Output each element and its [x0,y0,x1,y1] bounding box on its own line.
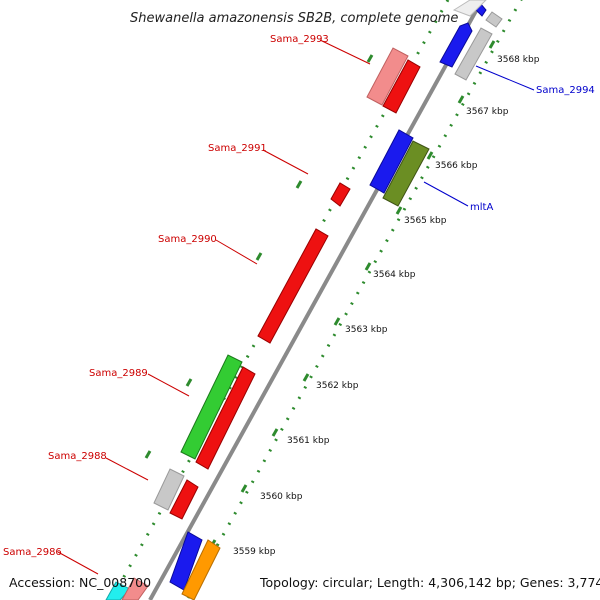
ruler-tick-3565 [395,206,403,215]
ruler-tick-3566 [426,151,434,160]
gene-label-sama-2986[interactable]: Sama_2986 [3,547,62,558]
connector-sama-2993 [319,39,371,65]
ruler-label-3564: 3564 kbp [373,270,416,280]
ruler-label-3565: 3565 kbp [404,216,447,226]
gene-feature-red-sama2990[interactable] [257,228,329,344]
gene-label-sama-2993[interactable]: Sama_2993 [270,34,329,45]
gene-feature-white[interactable] [452,0,487,17]
gene-feature-pink-sama2993[interactable] [366,47,409,106]
ruler-tick-3564 [364,262,372,271]
gene-feature-gray-top[interactable] [485,11,503,28]
ruler-ticks [144,40,496,548]
ruler-label-3566: 3566 kbp [435,161,478,171]
ruler-label-3561: 3561 kbp [287,436,330,446]
topology-summary-text: Topology: circular; Length: 4,306,142 bp… [259,575,600,590]
ruler-tick-3568 [488,40,496,49]
ruler-label-3567: 3567 kbp [466,107,509,117]
ruler-label-3562: 3562 kbp [316,381,359,391]
gene-feature-blue-sama2994[interactable] [439,22,473,68]
gene-label-sama-2989[interactable]: Sama_2989 [89,368,148,379]
connector-sama-2990 [215,239,258,265]
left-track-tick [295,180,303,189]
gene-feature-olive-mlta[interactable] [382,140,430,207]
gene-features [105,0,503,600]
gene-feature-red-sama2991[interactable] [330,182,351,207]
gene-label-sama-2991[interactable]: Sama_2991 [208,143,267,154]
gene-feature-red-sama2988[interactable] [169,479,199,520]
gene-labels: Sama_2993 Sama_2991 Sama_2990 Sama_2989 … [3,34,595,558]
connector-sama-2994 [475,65,535,91]
ruler-tick-3567 [457,95,465,104]
accession-text: Accession: NC_008700 [9,575,151,590]
gene-feature-orange-bottom[interactable] [181,539,221,600]
ruler-tick-3560 [240,484,248,493]
gene-feature-gray-sama2988[interactable] [153,468,185,511]
ruler-tick-3563 [333,317,341,326]
gene-feature-red-sama2993[interactable] [382,59,421,114]
ruler-label-3560: 3560 kbp [260,492,303,502]
connector-mlta [423,181,469,207]
gene-feature-pink-sama2986[interactable] [121,577,149,600]
left-track-tick [366,54,374,63]
ruler-label-3568: 3568 kbp [497,55,540,65]
ruler-label-3563: 3563 kbp [345,325,388,335]
gene-feature-blue-bottom[interactable] [169,531,203,591]
map-title: Shewanella amazonensis SB2B, complete ge… [130,11,458,26]
ruler-label-3559: 3559 kbp [233,547,276,557]
gene-feature-gray-sama2994[interactable] [454,27,493,81]
left-track-tick [255,252,263,261]
ruler-tick-3561 [271,428,279,437]
label-connectors [57,39,535,575]
connector-sama-2989 [147,373,190,397]
connector-sama-2991 [262,149,309,175]
gene-label-sama-2994[interactable]: Sama_2994 [536,85,595,96]
connector-sama-2988 [105,457,149,481]
dotted-track-inner-right [186,0,523,599]
gene-label-mlta[interactable]: mltA [470,202,493,213]
gene-label-sama-2988[interactable]: Sama_2988 [48,451,107,462]
gene-feature-red-sama2989[interactable] [195,366,256,470]
connector-sama-2986 [57,551,99,575]
ruler-tick-3562 [302,373,310,382]
gene-label-sama-2990[interactable]: Sama_2990 [158,234,217,245]
gene-feature-green-sama2989[interactable] [180,354,243,460]
left-track-tick [185,378,193,387]
left-track-tick [144,450,152,459]
gene-feature-blue-mlta[interactable] [369,129,414,194]
ruler-labels: 3568 kbp 3567 kbp 3566 kbp 3565 kbp 3564… [233,55,540,557]
genome-backbone [148,0,484,600]
